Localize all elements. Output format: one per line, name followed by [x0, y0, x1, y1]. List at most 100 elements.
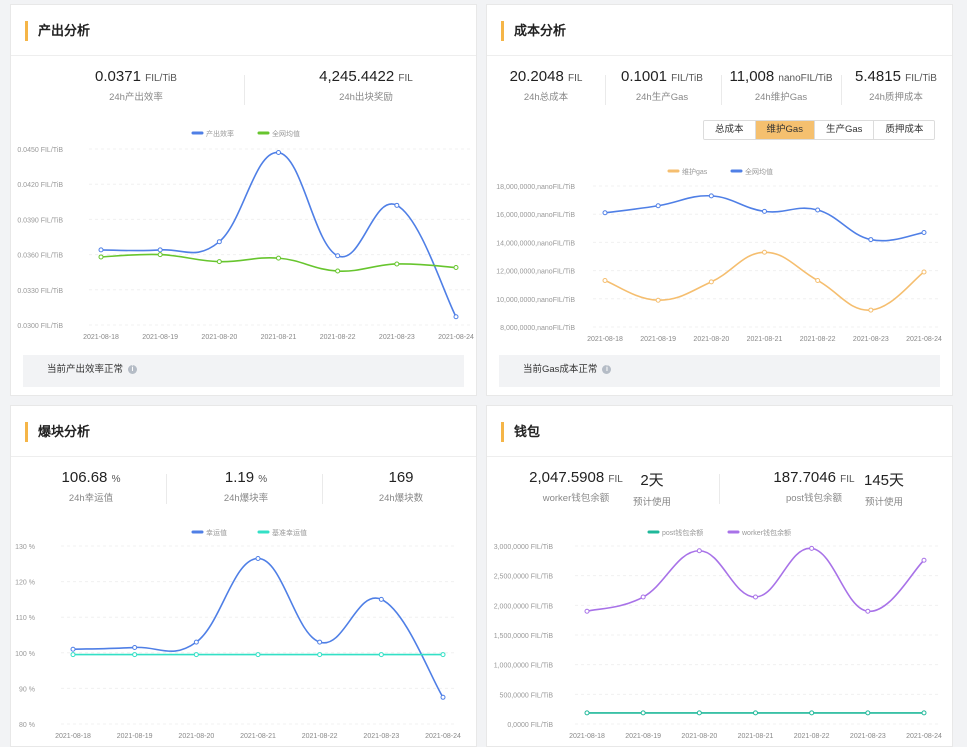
output-chart: 0.0300 FIL/TiB 0.0330 FIL/TiB 0.0360 FIL/T… — [17, 129, 474, 341]
legend-label: 产出效率 — [206, 129, 234, 138]
data-point — [815, 277, 821, 283]
y-tick-label: 130 % — [15, 544, 35, 551]
stat-unit: FIL/TiB — [905, 73, 937, 84]
tab-total-cost[interactable]: 总成本 — [704, 121, 756, 139]
legend-label: 全网均值 — [272, 129, 300, 138]
block-reward-stat: 4,245.4422 FIL 24h出块奖励 — [281, 68, 451, 103]
stat-unit: FIL — [398, 73, 413, 84]
cost-status-bar: 当前Gas成本正常 i — [499, 355, 940, 387]
series-line — [100, 151, 457, 318]
legend-label: worker钱包余额 — [741, 528, 791, 537]
maintenance-gas-stat: 11,008 nanoFIL/TiB 24h维护Gas — [721, 68, 841, 103]
x-tick-label: 2021-08-24 — [906, 733, 942, 740]
x-tick-label: 2021-08-19 — [142, 334, 178, 341]
stat-unit: % — [258, 474, 268, 485]
stat-unit: % — [111, 474, 121, 485]
data-point — [640, 594, 646, 600]
x-tick-label: 2021-08-20 — [693, 336, 729, 343]
data-point — [921, 557, 927, 563]
stat-value: 169 — [388, 469, 414, 486]
divider — [322, 474, 323, 504]
y-tick-label: 0.0360 FIL/TiB — [17, 253, 63, 260]
x-tick-label: 2021-08-20 — [178, 733, 214, 740]
x-tick-label: 2021-08-23 — [850, 733, 886, 740]
tab-maintenance-gas[interactable]: 维护Gas — [755, 121, 815, 139]
stat-label: 24h出块奖励 — [339, 92, 393, 103]
x-tick-label: 2021-08-18 — [55, 733, 91, 740]
data-point — [762, 208, 767, 214]
data-point — [132, 644, 138, 650]
stat-value: 1.19 — [224, 469, 255, 486]
data-point — [655, 203, 661, 209]
stat-value: 4,245.4422 — [319, 68, 395, 85]
data-point — [216, 239, 222, 245]
stat-label: worker钱包余额 — [542, 493, 610, 504]
tab-pledge-cost[interactable]: 质押成本 — [874, 121, 935, 139]
stat-value: 0.0371 — [95, 68, 141, 85]
data-point — [865, 608, 871, 614]
stat-value: 187.7046 — [773, 469, 836, 486]
output-status-bar: 当前产出效率正常 i — [23, 355, 464, 387]
block-panel-title: 爆块分析 — [25, 422, 90, 442]
stat-unit: FIL/TiB — [145, 73, 177, 84]
block-rate-stat: 1.19 % 24h爆块率 — [186, 469, 306, 504]
legend-label: 基准幸运值 — [272, 528, 307, 537]
data-point — [132, 652, 138, 658]
x-tick-label: 2021-08-20 — [681, 733, 717, 740]
cost-type-tabs: 总成本 维护Gas 生产Gas 质押成本 — [703, 120, 936, 140]
stat-value: 11,008 — [729, 68, 775, 85]
y-tick-label: 80 % — [19, 722, 35, 729]
legend-label: 全网均值 — [745, 167, 773, 176]
info-icon[interactable]: i — [602, 364, 612, 374]
data-point — [584, 710, 590, 716]
stat-label: 24h生产Gas — [635, 92, 689, 103]
y-tick-label: 0.0330 FIL/TiB — [17, 288, 63, 295]
divider — [721, 75, 722, 105]
data-point — [453, 314, 459, 320]
divider — [487, 456, 952, 457]
stat-value: 20.2048 — [509, 68, 564, 85]
data-point — [708, 279, 714, 285]
data-point — [762, 249, 767, 255]
y-tick-label: 12,000,0000,nanoFIL/TiB — [496, 269, 575, 276]
post-days-stat: 145天 预计使用 — [859, 469, 909, 508]
divider — [244, 75, 245, 105]
x-tick-label: 2021-08-21 — [261, 334, 297, 341]
x-tick-label: 2021-08-23 — [379, 334, 415, 341]
series-line — [586, 547, 925, 613]
output-panel: 产出分析 0.0371 FIL/TiB 24h产出效率 4,245.4422 F… — [10, 4, 477, 396]
series-line — [72, 557, 444, 698]
output-efficiency-stat: 0.0371 FIL/TiB 24h产出效率 — [61, 68, 211, 103]
production-gas-stat: 0.1001 FIL/TiB 24h生产Gas — [607, 68, 717, 103]
x-tick-label: 2021-08-22 — [800, 336, 836, 343]
data-point — [98, 254, 104, 260]
divider — [487, 55, 952, 56]
x-tick-label: 2021-08-19 — [117, 733, 153, 740]
data-point — [317, 652, 323, 658]
data-point — [453, 265, 459, 271]
data-point — [868, 307, 874, 313]
data-point — [440, 652, 446, 658]
y-tick-label: 500,0000 FIL/TiB — [500, 692, 554, 699]
data-point — [753, 594, 758, 600]
info-icon[interactable]: i — [128, 364, 138, 374]
x-tick-label: 2021-08-22 — [794, 733, 830, 740]
stat-label: 24h质押成本 — [869, 92, 923, 103]
tab-production-gas[interactable]: 生产Gas — [814, 121, 875, 139]
x-tick-label: 2021-08-19 — [625, 733, 661, 740]
data-point — [865, 710, 871, 716]
data-point — [809, 545, 815, 551]
legend-label: post钱包余额 — [662, 528, 703, 537]
data-point — [70, 652, 76, 658]
stat-unit: nanoFIL/TiB — [778, 73, 833, 84]
data-point — [708, 193, 714, 199]
stat-label: 24h维护Gas — [754, 92, 808, 103]
x-tick-label: 2021-08-22 — [302, 733, 338, 740]
divider — [605, 75, 606, 105]
legend-label: 维护gas — [682, 167, 708, 176]
x-tick-label: 2021-08-21 — [747, 336, 783, 343]
x-tick-label: 2021-08-24 — [438, 334, 474, 341]
divider — [166, 474, 167, 504]
status-text: 当前产出效率正常 — [47, 364, 124, 375]
wallet-panel: 钱包 2,047.5908 FIL worker钱包余额 2天 预计使用 187… — [486, 405, 953, 747]
